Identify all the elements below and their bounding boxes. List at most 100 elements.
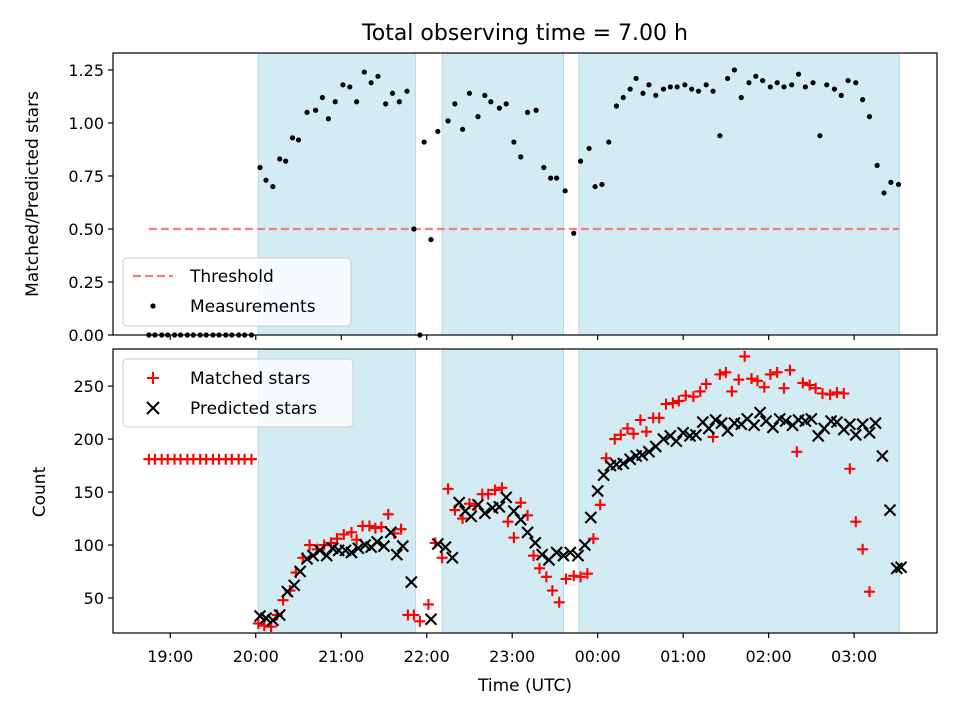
matched-star-point bbox=[408, 609, 420, 621]
predicted-star-point bbox=[273, 608, 286, 622]
predicted-star-point bbox=[439, 540, 452, 554]
measurement-point bbox=[781, 84, 787, 90]
top-panel: 0.00 0.25 0.50 0.75 1.00 1.25 Matched/Predict… bbox=[23, 52, 938, 345]
x-tick-label: 02:00 bbox=[746, 647, 792, 666]
measurement-point bbox=[347, 84, 353, 90]
matched-star-point bbox=[857, 543, 869, 555]
measurement-point bbox=[562, 188, 568, 194]
predicted-star-point bbox=[499, 491, 513, 504]
measurement-point bbox=[599, 181, 605, 188]
matched-star-point bbox=[746, 373, 758, 385]
measurement-point bbox=[289, 135, 296, 141]
measurement-point bbox=[802, 84, 808, 90]
matched-star-point bbox=[824, 389, 836, 401]
measurement-point bbox=[263, 177, 269, 183]
matched-star-point bbox=[863, 586, 875, 598]
bottom-shaded-intervals bbox=[257, 348, 900, 634]
predicted-star-point bbox=[702, 422, 716, 435]
bottom-panel: 50 100 150 200 250 19:00 20:00 21:00 22:00 23:00… bbox=[30, 348, 938, 696]
predicted-legend-swatch bbox=[146, 401, 160, 415]
bottom-y-tick-label: 150 bbox=[73, 483, 104, 502]
measurement-point bbox=[411, 226, 417, 232]
matched-star-point bbox=[628, 428, 640, 440]
predicted-star-point bbox=[446, 551, 459, 565]
predicted-star-point bbox=[571, 549, 585, 562]
matched-star-point bbox=[395, 523, 407, 535]
predicted-star-point bbox=[424, 612, 438, 626]
matched-star-point bbox=[575, 571, 587, 583]
measurement-point bbox=[332, 99, 338, 105]
matched-star-point bbox=[622, 422, 634, 434]
predicted-star-point bbox=[529, 536, 542, 550]
measurement-point bbox=[482, 92, 488, 99]
measurement-point bbox=[760, 77, 766, 84]
top-y-tick-label: 1.00 bbox=[68, 114, 104, 133]
measurement-point bbox=[810, 80, 816, 86]
measurement-point bbox=[511, 139, 517, 145]
measurement-point bbox=[375, 73, 381, 79]
matched-legend-swatch bbox=[147, 372, 159, 384]
measurement-point bbox=[895, 181, 902, 188]
matched-star-point bbox=[797, 377, 809, 389]
measurement-point bbox=[428, 236, 434, 243]
bottom-y-tick-label: 100 bbox=[73, 536, 104, 555]
matched-star-point bbox=[436, 552, 448, 564]
matched-star-point bbox=[369, 522, 381, 534]
measurement-point bbox=[660, 86, 667, 92]
measurement-point bbox=[435, 128, 441, 135]
matched-star-point bbox=[245, 453, 257, 465]
matched-star-point bbox=[338, 528, 350, 540]
predicted-star-point bbox=[259, 611, 273, 625]
x-axis-label: Time (UTC) bbox=[477, 676, 572, 696]
measurement-point bbox=[577, 158, 584, 164]
measurement-point bbox=[653, 92, 659, 99]
matched-star-point bbox=[673, 395, 685, 407]
matched-star-point bbox=[508, 532, 520, 544]
measurement-point bbox=[817, 133, 823, 139]
measurement-point bbox=[613, 103, 620, 109]
matched-star-point bbox=[816, 388, 828, 400]
matched-star-point bbox=[581, 568, 593, 580]
predicted-star-point bbox=[370, 535, 384, 549]
matched-star-point bbox=[560, 573, 572, 585]
measurement-point bbox=[710, 88, 716, 94]
measurement-point bbox=[368, 80, 374, 86]
chart-title: Total observing time = 7.00 h bbox=[361, 21, 688, 46]
predicted-stars-points bbox=[253, 406, 908, 627]
measurement-point bbox=[874, 162, 880, 168]
matched-star-point bbox=[687, 391, 699, 403]
measurement-point bbox=[257, 164, 263, 171]
measurement-point bbox=[445, 118, 451, 124]
matched-star-point bbox=[568, 570, 580, 582]
measurement-point bbox=[620, 94, 626, 101]
predicted-star-point bbox=[266, 614, 280, 627]
x-tick-label: 00:00 bbox=[575, 647, 621, 666]
predicted-star-point bbox=[805, 412, 818, 426]
measurement-point bbox=[503, 101, 509, 107]
measurement-point bbox=[845, 77, 851, 84]
measurement-point bbox=[627, 86, 633, 92]
measurement-point bbox=[452, 101, 458, 107]
matched-star-point bbox=[615, 429, 627, 441]
measurement-point bbox=[295, 137, 302, 143]
measurement-point bbox=[354, 99, 360, 105]
bottom-legend: Matched stars Predicted stars bbox=[122, 358, 354, 428]
predicted-star-point bbox=[431, 537, 445, 551]
predicted-star-point bbox=[635, 448, 649, 462]
matched-star-point bbox=[694, 385, 706, 397]
bottom-plot-frame bbox=[112, 348, 938, 634]
predicted-star-point bbox=[617, 457, 630, 470]
predicted-star-point bbox=[623, 452, 637, 466]
predicted-star-point bbox=[591, 484, 604, 498]
measurement-point bbox=[421, 139, 427, 145]
predicted-star-point bbox=[405, 575, 418, 589]
measurement-point bbox=[838, 92, 844, 99]
matched-star-point bbox=[660, 398, 672, 410]
predicted-star-point bbox=[313, 544, 327, 557]
predicted-star-point bbox=[869, 416, 882, 430]
measurement-point bbox=[533, 107, 539, 113]
measurement-point bbox=[789, 82, 795, 88]
x-tick-label: 20:00 bbox=[233, 647, 279, 666]
bottom-legend-box bbox=[122, 358, 354, 428]
